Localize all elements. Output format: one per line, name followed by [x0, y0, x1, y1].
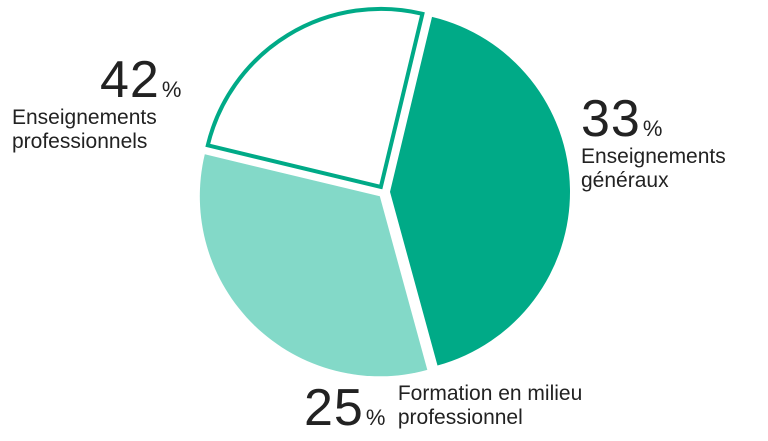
slice-name: Formation en milieu professionnel	[398, 382, 582, 430]
slice-percent-value: 42	[100, 51, 160, 109]
slice-label-formation-en-milieu-professionnel: 25% Formation en milieu professionnel	[304, 378, 582, 434]
slice-label-enseignements-professionnels: 42% Enseignements professionnels	[12, 54, 181, 154]
slice-name-line-1: Formation en milieu	[397, 382, 583, 405]
slice-name-line-2: généraux	[581, 169, 669, 193]
slice-name-line-1: Enseignements	[12, 106, 157, 129]
slice-percent: 33%	[581, 93, 662, 145]
slice-formation-en-milieu-professionnel	[205, 6, 425, 190]
slice-percent-value: 33	[581, 90, 641, 148]
slice-name-line-2: professionnel	[397, 406, 523, 430]
slice-percent-symbol: %	[642, 116, 663, 141]
slice-percent: 25%	[304, 382, 385, 434]
slice-enseignements-professionnels	[389, 16, 570, 366]
slice-percent: 42%	[100, 54, 181, 106]
slice-name-line-1: Enseignements	[581, 145, 726, 168]
slice-percent-symbol: %	[365, 405, 386, 430]
slice-percent-symbol: %	[161, 77, 182, 102]
slice-enseignements-generaux	[199, 154, 428, 377]
slice-label-enseignements-generaux: 33% Enseignements généraux	[581, 93, 726, 193]
slice-name-line-2: professionnels	[12, 130, 148, 154]
slice-percent-value: 25	[304, 379, 364, 437]
